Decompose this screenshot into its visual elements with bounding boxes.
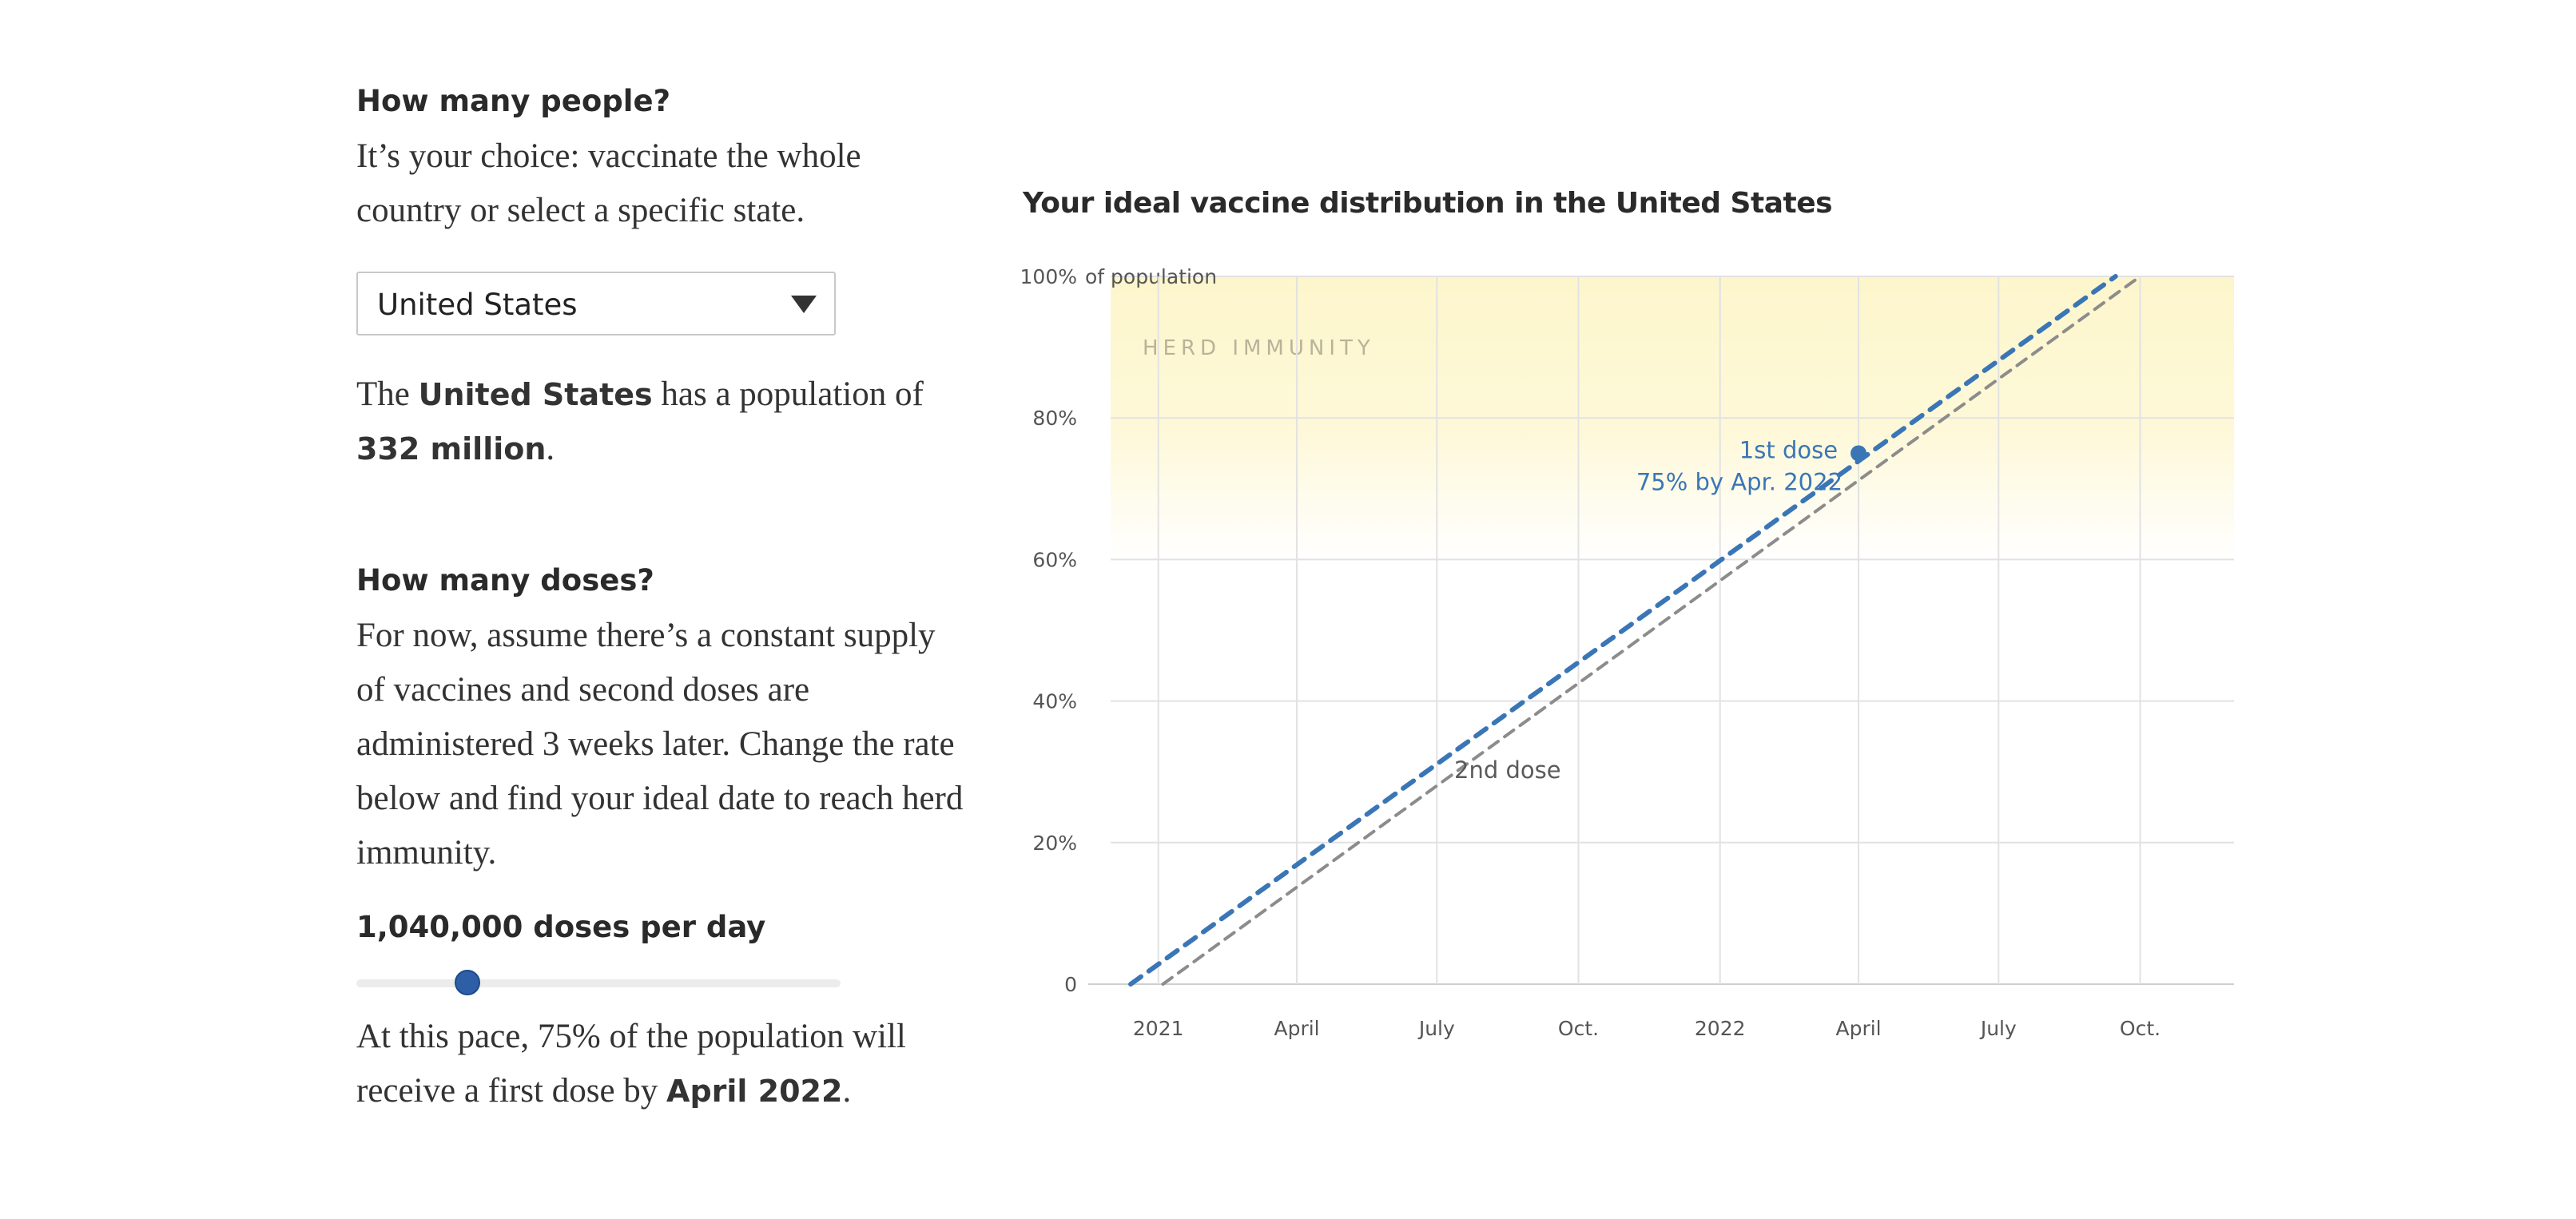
result-post: . xyxy=(842,1072,852,1110)
result-text: At this pace, 75% of the population will… xyxy=(356,1010,964,1118)
rate-label: 1,040,000 doses per day xyxy=(356,910,766,944)
y-tick-label: 100% xyxy=(1020,265,1077,288)
doses-heading: How many doses? xyxy=(356,563,654,598)
result-date: April 2022 xyxy=(666,1074,843,1109)
people-heading: How many people? xyxy=(356,84,671,118)
region-select[interactable]: United States xyxy=(356,272,836,336)
highlight-label: 75% by Apr. 2022 xyxy=(1636,469,1843,496)
y-tick-label: 80% xyxy=(1032,407,1077,430)
population-post: . xyxy=(546,430,555,467)
highlight-point xyxy=(1851,445,1867,462)
chevron-down-icon xyxy=(791,296,817,313)
x-tick-label: 2021 xyxy=(1133,1017,1184,1040)
result-pre: At this pace, 75% of the population will… xyxy=(356,1018,906,1110)
series-line-2 xyxy=(1161,275,2142,986)
first-dose-label: 1st dose xyxy=(1739,437,1838,464)
population-place: United States xyxy=(418,377,653,412)
x-tick-label: July xyxy=(1979,1017,2017,1040)
x-tick-label: April xyxy=(1274,1017,1319,1040)
population-value: 332 million xyxy=(356,431,547,467)
controls-panel: How many people? It’s your choice: vacci… xyxy=(356,80,964,1118)
population-mid: has a population of xyxy=(661,375,924,413)
y-tick-label: 40% xyxy=(1032,690,1077,713)
dose-rate-slider[interactable] xyxy=(356,967,841,999)
y-axis-label: of population xyxy=(1085,265,1217,288)
population-pre: The xyxy=(356,375,410,413)
y-tick-label: 20% xyxy=(1032,832,1077,855)
region-select-value: United States xyxy=(377,288,578,322)
x-tick-label: 2022 xyxy=(1695,1017,1746,1040)
series-line-1 xyxy=(1128,274,2118,987)
x-tick-label: Oct. xyxy=(2120,1017,2161,1040)
x-tick-label: July xyxy=(1417,1017,1455,1040)
chart-title: Your ideal vaccine distribution in the U… xyxy=(1023,187,1833,220)
second-dose-label: 2nd dose xyxy=(1454,756,1561,784)
herd-immunity-label: HERD IMMUNITY xyxy=(1143,336,1375,360)
y-tick-label: 60% xyxy=(1032,548,1077,571)
population-text: The United States has a population of 33… xyxy=(356,367,964,476)
y-tick-label: 0 xyxy=(1064,973,1077,996)
people-text: It’s your choice: vaccinate the whole co… xyxy=(356,137,861,229)
slider-handle[interactable] xyxy=(455,970,481,995)
x-tick-label: April xyxy=(1835,1017,1881,1040)
doses-text: For now, assume there’s a constant suppl… xyxy=(356,617,964,872)
x-tick-label: Oct. xyxy=(1558,1017,1599,1040)
slider-track[interactable] xyxy=(356,979,841,987)
